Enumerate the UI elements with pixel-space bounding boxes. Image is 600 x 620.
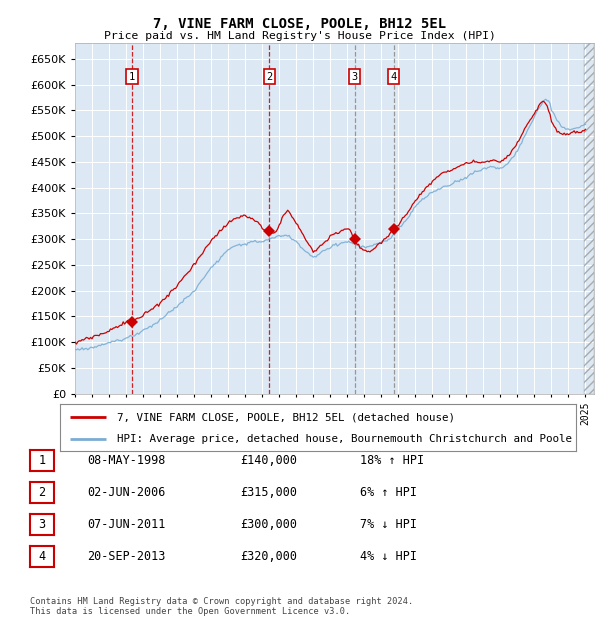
Text: 18% ↑ HPI: 18% ↑ HPI — [360, 454, 424, 466]
Text: Contains HM Land Registry data © Crown copyright and database right 2024.: Contains HM Land Registry data © Crown c… — [30, 597, 413, 606]
Text: This data is licensed under the Open Government Licence v3.0.: This data is licensed under the Open Gov… — [30, 607, 350, 616]
Text: 6% ↑ HPI: 6% ↑ HPI — [360, 486, 417, 498]
Text: 2: 2 — [266, 72, 272, 82]
Text: 4: 4 — [38, 551, 46, 563]
Text: 3: 3 — [38, 518, 46, 531]
Text: 02-JUN-2006: 02-JUN-2006 — [87, 486, 166, 498]
Text: 7, VINE FARM CLOSE, POOLE, BH12 5EL (detached house): 7, VINE FARM CLOSE, POOLE, BH12 5EL (det… — [117, 412, 455, 422]
Text: 7, VINE FARM CLOSE, POOLE, BH12 5EL: 7, VINE FARM CLOSE, POOLE, BH12 5EL — [154, 17, 446, 32]
Text: £315,000: £315,000 — [240, 486, 297, 498]
Text: 3: 3 — [352, 72, 358, 82]
Text: 4: 4 — [391, 72, 397, 82]
Text: 1: 1 — [38, 454, 46, 466]
Text: £320,000: £320,000 — [240, 551, 297, 563]
Text: 4% ↓ HPI: 4% ↓ HPI — [360, 551, 417, 563]
Text: 2: 2 — [38, 486, 46, 498]
Text: £140,000: £140,000 — [240, 454, 297, 466]
Text: 08-MAY-1998: 08-MAY-1998 — [87, 454, 166, 466]
Text: £300,000: £300,000 — [240, 518, 297, 531]
Text: HPI: Average price, detached house, Bournemouth Christchurch and Poole: HPI: Average price, detached house, Bour… — [117, 434, 572, 444]
Text: 7% ↓ HPI: 7% ↓ HPI — [360, 518, 417, 531]
Text: 20-SEP-2013: 20-SEP-2013 — [87, 551, 166, 563]
Text: Price paid vs. HM Land Registry's House Price Index (HPI): Price paid vs. HM Land Registry's House … — [104, 31, 496, 41]
Text: 1: 1 — [129, 72, 136, 82]
Text: 07-JUN-2011: 07-JUN-2011 — [87, 518, 166, 531]
